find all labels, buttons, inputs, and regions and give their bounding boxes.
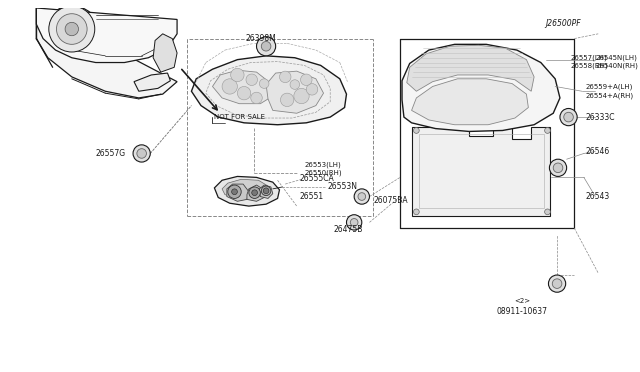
Circle shape: [252, 190, 257, 196]
Text: 26075BA: 26075BA: [373, 196, 408, 205]
Circle shape: [230, 68, 244, 82]
Text: 26558(RH): 26558(RH): [570, 62, 608, 69]
Polygon shape: [412, 79, 529, 125]
Circle shape: [564, 112, 573, 122]
Text: 26551: 26551: [300, 192, 324, 201]
Circle shape: [545, 209, 550, 215]
Circle shape: [56, 14, 87, 44]
Polygon shape: [222, 179, 268, 199]
Polygon shape: [259, 185, 273, 198]
Polygon shape: [191, 56, 346, 125]
Polygon shape: [407, 45, 534, 91]
Circle shape: [237, 86, 251, 100]
Circle shape: [280, 71, 291, 83]
Text: 26555CA: 26555CA: [300, 174, 334, 183]
Text: J26500PF: J26500PF: [545, 19, 581, 28]
Circle shape: [232, 189, 237, 195]
Text: 26398M: 26398M: [245, 34, 276, 43]
Circle shape: [249, 187, 260, 198]
Text: <2>: <2>: [514, 298, 530, 304]
Circle shape: [350, 218, 358, 226]
Circle shape: [560, 109, 577, 126]
Circle shape: [259, 79, 269, 89]
Polygon shape: [266, 71, 324, 113]
Text: 26554+A(RH): 26554+A(RH): [586, 93, 634, 99]
Text: NOT FOR SALE: NOT FOR SALE: [214, 114, 266, 120]
Circle shape: [251, 92, 262, 104]
Circle shape: [294, 89, 309, 104]
Text: 26540N(RH): 26540N(RH): [595, 62, 638, 69]
Text: 26333C: 26333C: [586, 113, 615, 122]
Circle shape: [261, 186, 271, 196]
Circle shape: [137, 149, 147, 158]
Text: 26557G: 26557G: [96, 149, 126, 158]
Polygon shape: [134, 73, 170, 91]
Circle shape: [354, 189, 369, 204]
Text: 26475B: 26475B: [333, 225, 362, 234]
Polygon shape: [402, 44, 560, 131]
Circle shape: [548, 275, 566, 292]
Circle shape: [290, 80, 300, 89]
Circle shape: [413, 128, 419, 133]
Text: 26553(LH): 26553(LH): [305, 162, 341, 168]
Polygon shape: [153, 34, 177, 72]
Polygon shape: [412, 126, 550, 216]
Circle shape: [222, 79, 237, 94]
Polygon shape: [212, 70, 273, 104]
Circle shape: [228, 185, 241, 198]
Text: 26553N: 26553N: [327, 182, 357, 192]
Polygon shape: [214, 176, 280, 206]
Circle shape: [553, 163, 563, 173]
Circle shape: [346, 215, 362, 230]
Circle shape: [49, 6, 95, 52]
Circle shape: [257, 37, 276, 56]
Text: 26546: 26546: [586, 147, 610, 156]
Circle shape: [280, 93, 294, 106]
Circle shape: [552, 279, 562, 288]
Polygon shape: [36, 8, 177, 62]
Text: 26543: 26543: [586, 192, 610, 201]
Circle shape: [549, 159, 566, 176]
Circle shape: [133, 145, 150, 162]
Circle shape: [65, 22, 79, 36]
Circle shape: [358, 193, 365, 201]
Text: 26557(LH): 26557(LH): [570, 54, 607, 61]
Circle shape: [246, 74, 257, 86]
Text: 26559+A(LH): 26559+A(LH): [586, 83, 633, 90]
Polygon shape: [247, 185, 264, 201]
Circle shape: [263, 188, 269, 194]
Circle shape: [261, 41, 271, 51]
Polygon shape: [227, 184, 249, 201]
Text: 26550(RH): 26550(RH): [305, 169, 342, 176]
Circle shape: [545, 128, 550, 133]
Polygon shape: [36, 8, 177, 98]
Circle shape: [413, 209, 419, 215]
Text: 26545N(LH): 26545N(LH): [595, 54, 637, 61]
Circle shape: [301, 74, 312, 86]
Text: 08911-10637: 08911-10637: [497, 307, 548, 316]
Circle shape: [307, 84, 318, 95]
